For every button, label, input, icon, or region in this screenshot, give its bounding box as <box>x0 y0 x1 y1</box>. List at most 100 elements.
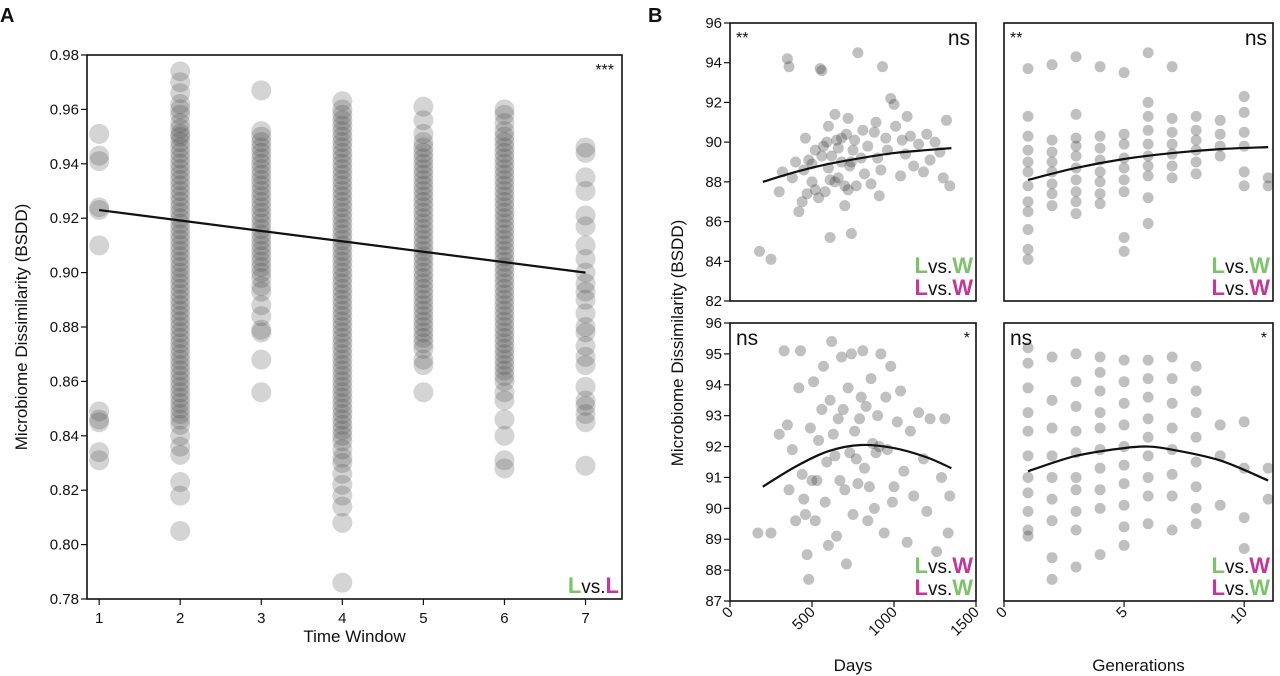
data-point <box>575 289 596 310</box>
data-point <box>939 413 951 425</box>
data-point <box>850 180 862 192</box>
data-point <box>1094 142 1106 154</box>
data-point <box>849 134 861 146</box>
data-point <box>836 132 848 144</box>
data-point <box>251 175 272 196</box>
data-point <box>332 414 353 435</box>
data-point <box>251 159 272 180</box>
data-point <box>332 404 353 425</box>
data-point <box>170 257 191 278</box>
data-point <box>1094 502 1106 514</box>
data-point <box>1022 382 1034 394</box>
data-point <box>332 229 353 250</box>
data-point <box>332 202 353 223</box>
data-point <box>170 262 191 283</box>
data-point <box>332 126 353 147</box>
annotation-left: ns <box>736 327 758 350</box>
data-point <box>1094 407 1106 419</box>
data-point <box>1142 373 1154 385</box>
data-point <box>332 393 353 414</box>
data-point <box>494 170 515 191</box>
data-point <box>829 176 841 188</box>
data-point <box>170 83 191 104</box>
data-point <box>332 463 353 484</box>
data-point <box>332 121 353 142</box>
annotation-right: * <box>964 330 970 347</box>
data-point <box>754 245 766 257</box>
data-point <box>89 401 110 422</box>
legend-entry: Lvs.W <box>1212 575 1271 600</box>
data-point <box>170 414 191 435</box>
annotation-left: ** <box>1010 30 1022 47</box>
legend-text: L <box>1212 275 1225 300</box>
y-tick-label: 90 <box>705 500 722 517</box>
data-point <box>847 144 859 156</box>
x-axis-label: Generations <box>1092 656 1185 675</box>
data-point <box>813 434 825 446</box>
data-point <box>839 200 851 212</box>
data-point <box>888 98 900 110</box>
data-point <box>1142 490 1154 502</box>
data-point <box>842 112 854 124</box>
data-point <box>896 134 908 146</box>
data-point <box>809 515 821 527</box>
data-point <box>170 93 191 114</box>
data-point <box>170 175 191 196</box>
y-tick-label: 0.96 <box>50 101 79 118</box>
data-point <box>937 172 949 184</box>
data-point <box>413 333 434 354</box>
data-point <box>170 126 191 147</box>
data-point <box>170 268 191 289</box>
data-point <box>413 186 434 207</box>
data-point <box>1070 208 1082 220</box>
data-point <box>1238 180 1250 192</box>
data-point <box>1214 114 1226 126</box>
y-tick-label: 96 <box>705 315 722 332</box>
data-point <box>862 140 874 152</box>
data-point <box>332 409 353 430</box>
data-point <box>801 188 813 200</box>
data-point <box>89 412 110 433</box>
data-point <box>781 419 793 431</box>
legend-entry: Lvs.W <box>1212 253 1271 278</box>
data-point <box>332 425 353 446</box>
data-point <box>809 144 821 156</box>
panel-b-y-axis-label: Microbiome Dissimilarity (BSDD) <box>668 220 687 467</box>
data-point <box>170 472 191 493</box>
data-point <box>575 346 596 367</box>
data-point <box>1070 400 1082 412</box>
panel-b3-points <box>752 336 956 585</box>
data-point <box>826 150 838 162</box>
data-point <box>1142 354 1154 366</box>
data-point <box>170 444 191 465</box>
data-point <box>809 184 821 196</box>
data-point <box>1022 471 1034 483</box>
data-point <box>799 132 811 144</box>
legend-text: vs. <box>928 257 952 278</box>
data-point <box>844 160 856 172</box>
data-point <box>170 404 191 425</box>
data-point <box>1238 90 1250 102</box>
data-point <box>332 322 353 343</box>
data-point <box>1262 462 1273 474</box>
data-point <box>839 180 851 192</box>
data-point <box>885 360 897 372</box>
data-point <box>332 349 353 370</box>
data-point <box>575 395 596 416</box>
panel-b4-points <box>1022 342 1273 585</box>
data-point <box>332 115 353 136</box>
data-point <box>1022 243 1034 255</box>
data-point <box>1070 186 1082 198</box>
data-point <box>1166 112 1178 124</box>
data-point <box>1094 549 1106 561</box>
data-point <box>332 159 353 180</box>
data-point <box>1190 156 1202 168</box>
data-point <box>332 300 353 321</box>
data-point <box>795 345 807 357</box>
data-point <box>332 474 353 495</box>
data-point <box>575 281 596 302</box>
data-point <box>494 121 515 142</box>
data-point <box>806 176 818 188</box>
y-tick-label: 0.94 <box>50 156 79 173</box>
data-point <box>413 153 434 174</box>
